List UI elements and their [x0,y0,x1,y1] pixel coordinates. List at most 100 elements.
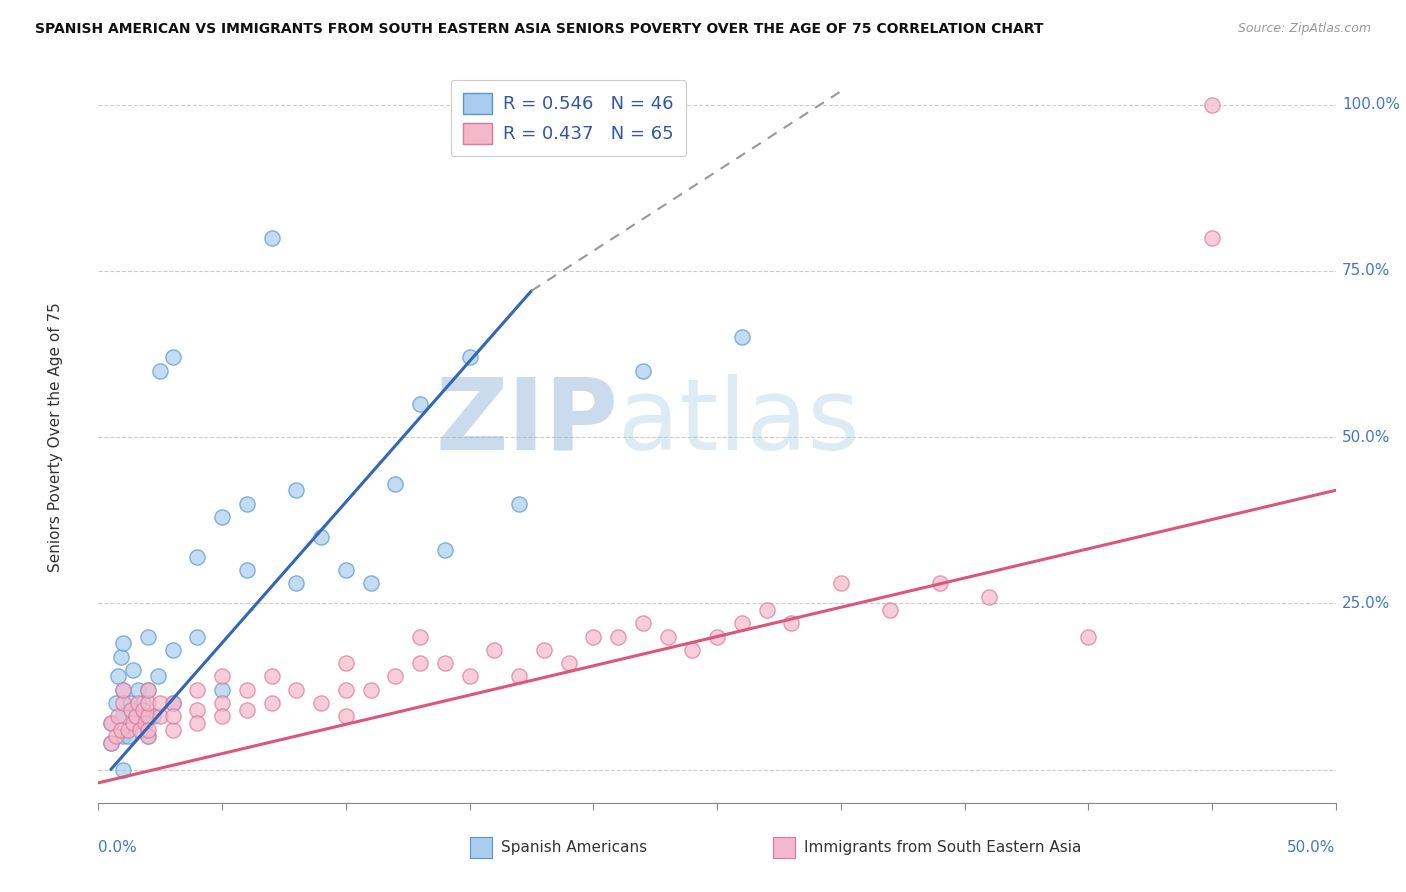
Point [409,656,432,670]
Point [1201,230,1223,244]
Point [211,709,233,723]
Text: 50.0%: 50.0% [1341,430,1391,444]
Point [162,351,184,365]
Point [186,703,208,717]
Point [1077,630,1099,644]
Text: Source: ZipAtlas.com: Source: ZipAtlas.com [1237,22,1371,36]
Point [335,563,357,577]
Point [508,497,530,511]
Point [162,643,184,657]
Point [557,656,579,670]
Text: 25.0%: 25.0% [1341,596,1391,611]
Point [433,656,456,670]
Point [134,716,156,731]
Text: 50.0%: 50.0% [1288,840,1336,855]
Point [731,616,754,631]
Point [134,709,156,723]
Point [146,669,169,683]
Point [120,703,142,717]
Point [122,663,145,677]
Point [127,682,149,697]
Point [309,530,332,544]
Point [100,716,122,731]
Point [112,696,135,710]
Point [236,703,259,717]
Point [100,736,122,750]
Point [631,363,654,377]
Point [360,576,382,591]
Point [110,723,132,737]
Text: ZIP: ZIP [436,374,619,471]
Text: Seniors Poverty Over the Age of 75: Seniors Poverty Over the Age of 75 [48,302,63,572]
Point [129,723,152,737]
Point [928,576,950,591]
Point [285,682,308,697]
Point [136,696,159,710]
Point [149,696,172,710]
Point [132,703,155,717]
FancyBboxPatch shape [773,838,794,858]
Point [260,696,283,710]
Point [162,709,184,723]
Text: 75.0%: 75.0% [1341,263,1391,278]
Point [384,476,406,491]
Point [335,656,357,670]
Point [136,709,159,723]
Point [236,682,259,697]
Point [409,397,432,411]
Point [335,682,357,697]
Point [508,669,530,683]
Point [110,649,132,664]
Point [162,696,184,710]
Point [582,630,605,644]
Point [607,630,630,644]
Point [260,230,283,244]
Text: Spanish Americans: Spanish Americans [501,840,647,855]
Point [236,563,259,577]
Point [149,709,172,723]
Point [132,696,155,710]
Point [104,729,127,743]
Point [458,669,481,683]
Point [117,729,139,743]
Point [1201,97,1223,112]
Point [127,696,149,710]
Point [458,351,481,365]
Point [285,576,308,591]
Point [309,696,332,710]
Point [112,763,135,777]
Point [657,630,679,644]
Point [112,709,135,723]
Point [124,709,146,723]
Point [112,729,135,743]
Point [533,643,555,657]
Point [120,696,142,710]
Point [136,729,159,743]
Point [186,549,208,564]
Point [409,630,432,644]
Point [979,590,1001,604]
Point [112,682,135,697]
Point [136,682,159,697]
Point [129,723,152,737]
FancyBboxPatch shape [470,838,492,858]
Point [360,682,382,697]
Point [136,630,159,644]
Text: SPANISH AMERICAN VS IMMIGRANTS FROM SOUTH EASTERN ASIA SENIORS POVERTY OVER THE : SPANISH AMERICAN VS IMMIGRANTS FROM SOUT… [35,22,1043,37]
Point [162,696,184,710]
Point [706,630,728,644]
Point [100,716,122,731]
Point [211,509,233,524]
Point [112,636,135,650]
Point [122,716,145,731]
Text: 0.0%: 0.0% [98,840,138,855]
Text: 100.0%: 100.0% [1341,97,1400,112]
Point [681,643,703,657]
Point [484,643,506,657]
Point [104,696,127,710]
Point [260,669,283,683]
Point [136,682,159,697]
Point [186,630,208,644]
Point [186,682,208,697]
Point [830,576,852,591]
